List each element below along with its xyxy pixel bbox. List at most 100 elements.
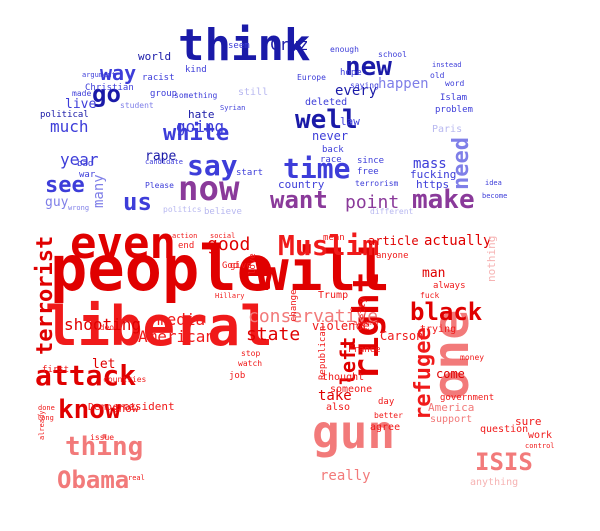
hat-word: really xyxy=(320,468,371,484)
hat-word: trying xyxy=(420,324,456,335)
cap-word: Europe xyxy=(297,73,326,82)
hat-word: France xyxy=(348,345,381,355)
cap-word: say xyxy=(187,149,238,182)
cap-word: group xyxy=(150,89,177,99)
hat-word: day xyxy=(378,397,395,407)
hat-word: anyone xyxy=(376,251,409,261)
cap-word: world xyxy=(138,50,171,63)
hat-word: attack xyxy=(35,359,136,392)
cap-word: believe xyxy=(204,207,242,217)
cap-word: fucking xyxy=(410,168,456,181)
hat-word: thing xyxy=(65,432,143,462)
hat-word: take xyxy=(318,388,352,404)
hat-word: let xyxy=(92,357,115,372)
cap-word: candidate xyxy=(145,158,183,166)
hat-word: action xyxy=(172,232,197,240)
cap-word: new xyxy=(345,52,392,82)
cap-word: hate xyxy=(188,108,215,121)
hat-word: terrorist xyxy=(33,236,58,355)
cap-word: something xyxy=(174,91,218,100)
cap-word: white xyxy=(163,121,229,146)
hat-word: America xyxy=(428,401,474,414)
cap-word: old xyxy=(430,71,445,80)
hat-word: Carson xyxy=(380,329,423,343)
hat-word: Muslim xyxy=(278,229,379,262)
cap-word: argument xyxy=(82,71,116,79)
hat-word: right xyxy=(346,272,387,380)
hat-word: one xyxy=(422,310,480,400)
hat-word: change xyxy=(289,289,299,322)
hat-word: social xyxy=(210,232,235,240)
cap-word: guy xyxy=(45,195,69,210)
hat-word: Trump xyxy=(318,290,348,301)
hat-word: around xyxy=(353,319,378,327)
cap-word: wrong xyxy=(68,204,89,212)
hat-word: will xyxy=(255,239,390,304)
cap-word: think xyxy=(178,20,310,71)
cap-word: instead xyxy=(432,61,462,69)
hat-word: actually xyxy=(424,233,491,249)
hat-word: good xyxy=(207,234,250,255)
cap-word: bad xyxy=(77,159,93,169)
hat-word: article xyxy=(368,234,419,248)
cap-word: enough xyxy=(330,45,359,54)
cap-word: https xyxy=(416,178,449,191)
hat-word: done xyxy=(38,404,55,412)
cap-word: start xyxy=(236,168,263,178)
cap-word: much xyxy=(50,117,89,136)
cap-word: problem xyxy=(435,105,473,115)
cap-word: need xyxy=(449,137,474,190)
hat-word: media xyxy=(157,310,205,329)
hat-word: pretty xyxy=(358,297,368,330)
cap-word: made xyxy=(72,89,91,98)
hat-word: liberal xyxy=(45,295,273,358)
hat-word: better xyxy=(374,411,403,420)
hat-word: end xyxy=(178,241,194,251)
cap-word: since xyxy=(357,156,384,166)
cap-word: never xyxy=(312,129,348,143)
hat-word: always xyxy=(433,281,466,291)
cap-word: country xyxy=(278,178,325,191)
hat-word: anything xyxy=(470,477,518,488)
hat-word: black xyxy=(410,298,483,326)
cap-word: terrorism xyxy=(355,179,399,188)
cap-word: hope xyxy=(340,68,362,78)
hat-word: refugee xyxy=(411,327,436,420)
hat-word: long xyxy=(37,414,54,422)
hat-word: job xyxy=(229,371,245,381)
hat-word: issue xyxy=(90,433,114,442)
hat-word: president xyxy=(115,400,175,413)
hat-word: state xyxy=(246,324,300,345)
cap-word: idea xyxy=(485,179,502,187)
hat-word: fuck xyxy=(420,291,439,300)
hat-word: support xyxy=(430,414,472,425)
cap-word: race xyxy=(320,155,342,165)
cap-word: law xyxy=(340,115,360,128)
cap-word: year xyxy=(60,150,99,169)
cap-word: free xyxy=(357,167,379,177)
cap-word: well xyxy=(295,105,358,135)
hat-word: stop xyxy=(241,349,260,358)
cap-word: back xyxy=(322,145,344,155)
hat-word: even xyxy=(70,218,176,269)
cap-word: now xyxy=(178,169,240,209)
cap-word-group: think now time say well new make want white see us… xyxy=(40,20,507,217)
hat-word: also xyxy=(326,402,350,413)
cap-word: point xyxy=(345,192,399,213)
cap-word: many xyxy=(91,174,107,208)
hat-word: sure xyxy=(515,415,542,428)
hat-word: question xyxy=(480,424,528,435)
hat-word: man xyxy=(422,266,445,281)
hat-word: show xyxy=(112,402,139,415)
hat-word: conservative xyxy=(248,306,378,327)
hat-word: video xyxy=(90,323,114,332)
hat-word: know xyxy=(58,395,121,425)
hat-word: watch xyxy=(238,359,262,368)
hat-word: Hillary xyxy=(215,292,245,300)
hat-word: control xyxy=(525,442,555,450)
hat-word: left xyxy=(336,337,360,385)
hat-word: countries xyxy=(103,375,147,384)
cap-word: different xyxy=(370,207,414,216)
